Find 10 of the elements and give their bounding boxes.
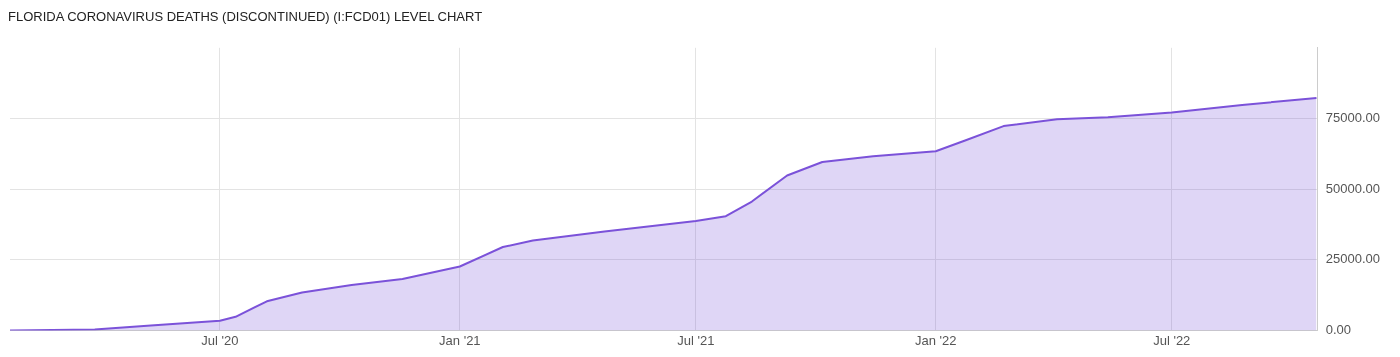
x-tick-label: Jul '22 [1153,332,1191,348]
y-tick-label: 0.00 [1325,321,1352,337]
y-tick-label: 75000.00 [1325,110,1381,126]
x-tick-label: Jul '21 [677,332,715,348]
chart-title: FLORIDA CORONAVIRUS DEATHS (DISCONTINUED) (I:FCD01) LEVEL CHART [8,8,484,26]
x-tick-label: Jul '20 [201,332,239,348]
x-tick-label: Jan '22 [914,332,957,348]
y-tick-label: 25000.00 [1325,251,1381,267]
y-tick-label: 50000.00 [1325,180,1381,196]
x-tick-label: Jan '21 [439,332,481,348]
